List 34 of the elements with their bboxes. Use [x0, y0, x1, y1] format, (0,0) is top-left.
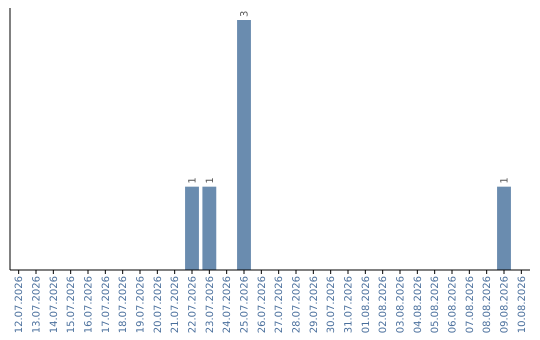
x-tick-label: 12.07.2026 — [14, 276, 26, 334]
data-label: 1 — [500, 177, 510, 184]
x-tick-label: 14.07.2026 — [48, 276, 60, 334]
x-tick-label: 24.07.2026 — [222, 276, 234, 334]
data-label: 1 — [188, 177, 198, 184]
x-tick-label: 02.08.2026 — [378, 276, 390, 334]
x-tick-label: 18.07.2026 — [118, 276, 130, 334]
x-tick-label: 31.07.2026 — [344, 276, 354, 334]
x-tick-label: 22.07.2026 — [188, 276, 198, 334]
x-tick-label: 20.07.2026 — [152, 276, 164, 334]
x-tick-label: 13.07.2026 — [32, 276, 42, 334]
x-tick-label: 30.07.2026 — [326, 276, 338, 334]
x-tick-label: 09.08.2026 — [500, 276, 510, 334]
x-tick-label: 01.08.2026 — [360, 276, 372, 334]
x-tick-label: 05.08.2026 — [430, 276, 442, 334]
x-tick-label: 28.07.2026 — [292, 276, 302, 334]
x-tick-label: 25.07.2026 — [240, 276, 250, 334]
data-label: 3 — [240, 10, 250, 17]
x-tick-label: 08.08.2026 — [482, 276, 494, 334]
x-tick-label: 03.08.2026 — [396, 276, 406, 334]
x-tick-label: 23.07.2026 — [204, 276, 216, 334]
x-tick-label: 27.07.2026 — [274, 276, 286, 334]
x-tick-label: 06.08.2026 — [448, 276, 458, 334]
x-tick-label: 29.07.2026 — [308, 276, 320, 334]
x-tick-label: 19.07.2026 — [136, 276, 146, 334]
x-tick-label: 26.07.2026 — [256, 276, 268, 334]
x-tick-label: 07.08.2026 — [464, 276, 476, 334]
x-tick-label: 16.07.2026 — [84, 276, 94, 334]
data-label: 1 — [204, 177, 216, 184]
x-tick-label: 15.07.2026 — [66, 276, 78, 334]
x-tick-label: 10.08.2026 — [516, 276, 528, 334]
x-tick-label: 21.07.2026 — [170, 276, 182, 334]
x-tick-label: 17.07.2026 — [100, 276, 112, 334]
x-tick-label: 04.08.2026 — [412, 276, 424, 334]
